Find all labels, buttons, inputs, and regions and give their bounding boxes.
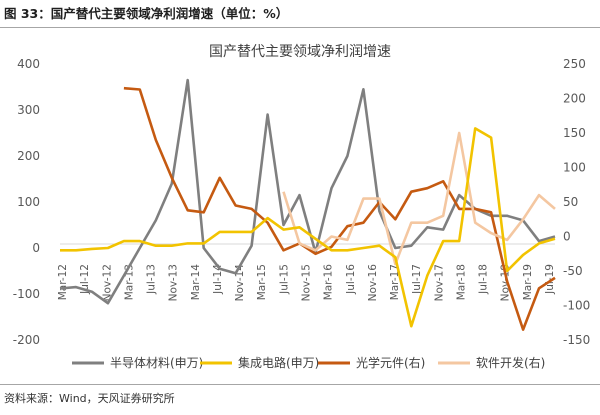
right-tick-label: -100 [563, 299, 590, 313]
chart-title: 国产替代主要领域净利润增速 [209, 44, 391, 60]
series-lines [59, 78, 556, 331]
source-divider [0, 384, 600, 385]
x-tick-label: Jul-14 [212, 264, 224, 295]
x-tick-label: Nov-16 [367, 264, 379, 302]
x-tick-label: Mar-19 [522, 264, 534, 300]
x-tick-label: Jul-18 [478, 264, 490, 295]
left-tick-label: 300 [17, 103, 40, 117]
x-tick-label: Jul-16 [345, 264, 357, 295]
left-tick-label: 0 [32, 241, 40, 255]
right-tick-label: 150 [563, 126, 586, 140]
x-tick-label: Mar-14 [190, 264, 202, 301]
right-tick-label: 50 [563, 195, 578, 209]
x-tick-label: Nov-17 [433, 264, 445, 301]
caption-divider [0, 27, 600, 28]
x-tick-label: Nov-14 [234, 264, 246, 302]
left-tick-label: 400 [17, 57, 40, 71]
ic-line [60, 127, 556, 328]
right-tick-label: -50 [563, 264, 583, 278]
x-tick-label: Mar-16 [323, 264, 335, 301]
legend: 半导体材料(申万) 集成电路(申万) 光学元件(右) 软件开发(右) [72, 355, 545, 370]
x-tick-label: Mar-13 [123, 264, 135, 300]
x-tick-label: Jul-15 [278, 264, 290, 295]
figure-caption: 图 33：国产替代主要领域净利润增速（单位：%） [4, 6, 289, 21]
x-tick-label: Nov-18 [500, 264, 512, 301]
right-tick-label: 200 [563, 92, 586, 106]
dual-axis-line-chart: 国产替代主要领域净利润增速 -200 -100 0 100 200 300 400 -150… [13, 44, 590, 370]
legend-label: 半导体材料(申万) [110, 356, 203, 370]
x-tick-label: Nov-15 [301, 264, 313, 301]
software-line [282, 131, 556, 266]
left-axis: -200 -100 0 100 200 300 400 [13, 57, 40, 347]
x-tick-label: Jul-19 [544, 264, 556, 295]
right-tick-label: 100 [563, 161, 586, 175]
legend-label: 光学元件(右) [356, 355, 425, 370]
right-tick-label: -150 [563, 333, 590, 347]
x-tick-label: Jul-12 [79, 264, 91, 295]
right-tick-label: 0 [563, 230, 571, 244]
right-axis: -150 -100 -50 0 50 100 150 200 250 [563, 57, 590, 347]
legend-label: 软件开发(右) [476, 355, 545, 370]
x-tick-label: Jul-17 [411, 264, 423, 295]
x-tick-label: Nov-13 [168, 264, 180, 301]
left-tick-label: 200 [17, 149, 40, 163]
left-tick-label: -100 [13, 287, 40, 301]
x-tick-label: Mar-18 [455, 264, 467, 300]
left-tick-label: 100 [17, 195, 40, 209]
x-tick-label: Mar-12 [57, 264, 69, 300]
x-tick-label: Nov-12 [101, 264, 113, 301]
x-tick-label: Mar-15 [256, 264, 268, 300]
source-note: 资料来源：Wind，天风证券研究所 [4, 392, 175, 405]
right-tick-label: 250 [563, 57, 586, 71]
legend-label: 集成电路(申万) [238, 355, 319, 370]
left-tick-label: -200 [13, 333, 40, 347]
x-tick-label: Jul-13 [146, 264, 158, 295]
optics-line [123, 86, 556, 331]
x-axis: Mar-12 Jul-12 Nov-12 Mar-13 Jul-13 Nov-13 Mar-… [57, 264, 556, 302]
